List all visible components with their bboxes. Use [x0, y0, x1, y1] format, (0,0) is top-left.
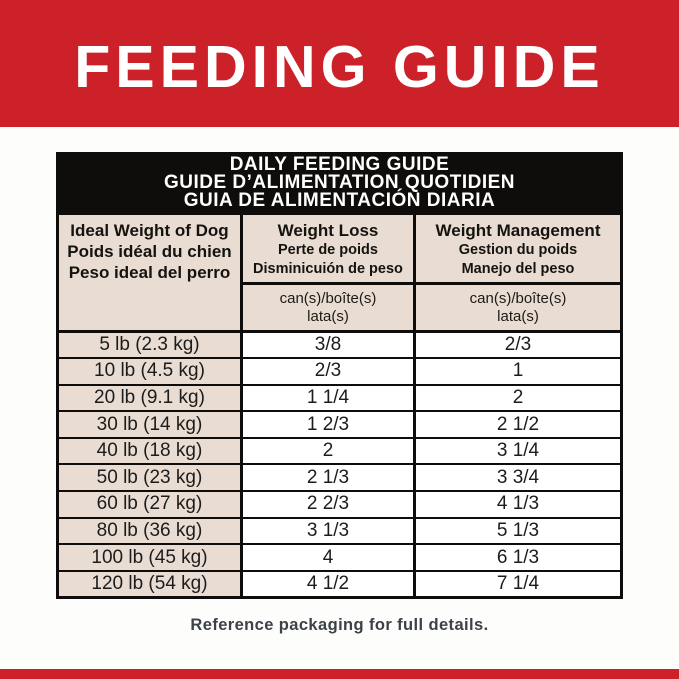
weight-loss-units-line1: can(s)/boîte(s) [279, 289, 377, 307]
weight-cell: 50 lb (23 kg) [55, 463, 243, 493]
table-title-fr: GUIDE D’ALIMENTATION QUOTIDIEN [163, 172, 515, 193]
weight-loss-label-es: Disminicuión de peso [253, 261, 403, 277]
weight-management-label-es: Manejo del peso [461, 261, 575, 277]
weight-management-units-line1: can(s)/boîte(s) [469, 289, 567, 307]
table-title-es: GUIA DE ALIMENTACIÓN DIARIA [183, 190, 496, 211]
weight-management-value: 4 1/3 [412, 490, 624, 519]
weight-loss-value: 3/8 [239, 330, 416, 360]
table-row: 40 lb (18 kg) 2 3 1/4 [55, 436, 624, 466]
weight-management-value: 6 1/3 [412, 543, 624, 572]
column-header-weight-loss: Weight Loss Perte de poids Disminicuión … [239, 212, 416, 285]
weight-loss-value: 1 1/4 [239, 383, 416, 413]
weight-loss-value: 2 [239, 436, 416, 466]
weight-loss-value: 2 2/3 [239, 490, 416, 519]
weight-management-value: 2 1/2 [412, 410, 624, 439]
weight-cell: 80 lb (36 kg) [55, 516, 243, 546]
table-row: 20 lb (9.1 kg) 1 1/4 2 [55, 383, 624, 413]
weight-loss-value: 3 1/3 [239, 516, 416, 546]
table-row: 5 lb (2.3 kg) 3/8 2/3 [55, 330, 624, 360]
weight-loss-label-en: Weight Loss [277, 221, 379, 240]
weight-cell: 60 lb (27 kg) [55, 490, 243, 519]
weight-cell: 10 lb (4.5 kg) [55, 357, 243, 386]
weight-management-value: 3 3/4 [412, 463, 624, 493]
table-title-cell: DAILY FEEDING GUIDE GUIDE D’ALIMENTATION… [57, 153, 622, 214]
weight-management-units-cell: can(s)/boîte(s) lata(s) [412, 282, 624, 333]
feeding-guide-banner: FEEDING GUIDE [0, 0, 679, 127]
weight-cell: 120 lb (54 kg) [55, 569, 243, 599]
weight-loss-value: 2 1/3 [239, 463, 416, 493]
weight-loss-units-cell: can(s)/boîte(s) lata(s) [239, 282, 416, 333]
weight-loss-value: 1 2/3 [239, 410, 416, 439]
table-row: 120 lb (54 kg) 4 1/2 7 1/4 [55, 569, 624, 599]
table-row: 80 lb (36 kg) 3 1/3 5 1/3 [55, 516, 624, 546]
ideal-weight-label-fr: Poids idéal du chien [67, 242, 232, 261]
weight-loss-label-fr: Perte de poids [278, 242, 378, 258]
weight-loss-value: 4 [239, 543, 416, 572]
weight-cell: 5 lb (2.3 kg) [55, 330, 243, 360]
weight-management-value: 3 1/4 [412, 436, 624, 466]
column-header-weight-management: Weight Management Gestion du poids Manej… [412, 212, 624, 285]
column-header-ideal-weight: Ideal Weight of Dog Poids idéal du chien… [55, 212, 243, 333]
table-title-en: DAILY FEEDING GUIDE [229, 154, 450, 175]
weight-management-value: 7 1/4 [412, 569, 624, 599]
weight-management-value: 2 [412, 383, 624, 413]
weight-cell: 30 lb (14 kg) [55, 410, 243, 439]
weight-management-value: 2/3 [412, 330, 624, 360]
weight-loss-value: 4 1/2 [239, 569, 416, 599]
weight-management-value: 5 1/3 [412, 516, 624, 546]
weight-loss-value: 2/3 [239, 357, 416, 386]
weight-management-label-en: Weight Management [435, 221, 601, 240]
table-row: 50 lb (23 kg) 2 1/3 3 3/4 [55, 463, 624, 493]
ideal-weight-label-en: Ideal Weight of Dog [70, 221, 229, 240]
column-header-row: Ideal Weight of Dog Poids idéal du chien… [55, 212, 624, 333]
bottom-red-strip [0, 669, 679, 679]
table-row: 60 lb (27 kg) 2 2/3 4 1/3 [55, 490, 624, 519]
table-row: 10 lb (4.5 kg) 2/3 1 [55, 357, 624, 386]
weight-management-units-line2: lata(s) [497, 307, 539, 325]
reference-note: Reference packaging for full details. [190, 615, 489, 634]
units-row: can(s)/boîte(s) lata(s) can(s)/boîte(s) … [57, 282, 624, 333]
table-row: 100 lb (45 kg) 4 6 1/3 [55, 543, 624, 572]
table-row: 30 lb (14 kg) 1 2/3 2 1/2 [55, 410, 624, 439]
weight-cell: 40 lb (18 kg) [55, 436, 243, 466]
weight-cell: 20 lb (9.1 kg) [55, 383, 243, 413]
ideal-weight-label-es: Peso ideal del perro [68, 263, 231, 282]
weight-cell: 100 lb (45 kg) [55, 543, 243, 572]
weight-loss-units-line2: lata(s) [307, 307, 349, 325]
weight-management-label-fr: Gestion du poids [458, 242, 578, 258]
weight-management-value: 1 [412, 357, 624, 386]
page-title: FEEDING GUIDE [74, 33, 605, 100]
table-title-row: DAILY FEEDING GUIDE GUIDE D’ALIMENTATION… [57, 153, 622, 214]
daily-feeding-guide-table: DAILY FEEDING GUIDE GUIDE D’ALIMENTATION… [55, 152, 624, 599]
